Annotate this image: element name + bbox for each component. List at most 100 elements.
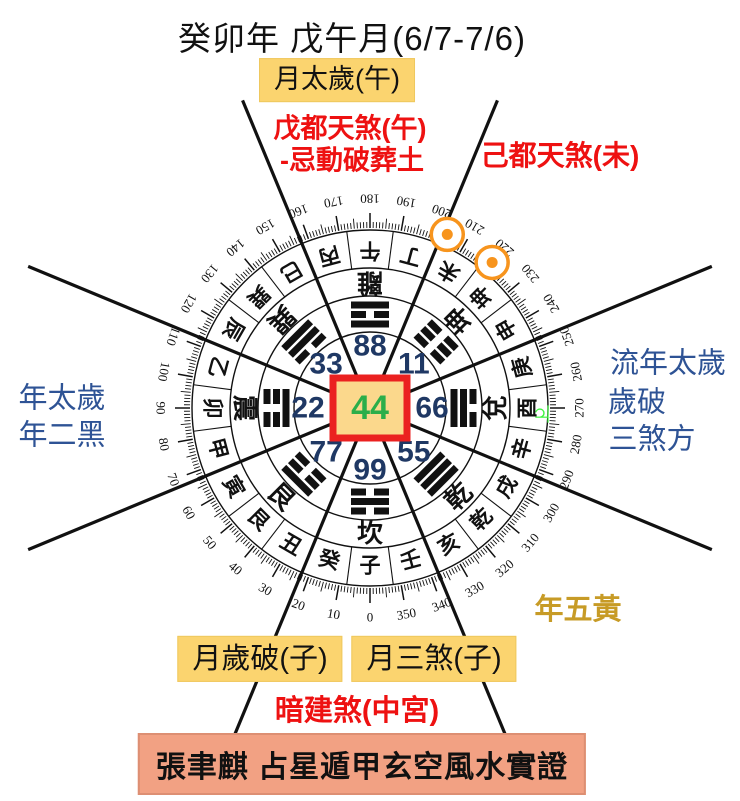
svg-text:160: 160	[287, 201, 310, 222]
svg-text:260: 260	[567, 361, 585, 383]
svg-text:280: 280	[567, 433, 585, 455]
svg-text:180: 180	[360, 192, 380, 207]
svg-text:22: 22	[291, 392, 324, 425]
svg-text:210: 210	[462, 216, 486, 239]
month-taisui-label: 月太歲(午)	[259, 58, 415, 102]
trigram-symbol	[351, 301, 389, 328]
svg-text:坎: 坎	[357, 518, 383, 548]
trigram-symbol	[413, 451, 459, 497]
svg-text:140: 140	[223, 236, 248, 260]
svg-text:250: 250	[556, 325, 577, 348]
sansha-fang-label: 三煞方	[608, 423, 696, 456]
svg-text:240: 240	[540, 291, 563, 315]
author-banner: 張聿麒 占星遁甲玄空風水實證	[137, 733, 587, 795]
svg-text:30: 30	[256, 579, 275, 598]
svg-text:丁: 丁	[398, 242, 424, 270]
svg-text:申: 申	[492, 314, 522, 344]
liunian-taisui-label: 流年太歲	[609, 347, 727, 380]
svg-text:戌: 戌	[492, 472, 522, 502]
svg-text:88: 88	[353, 330, 386, 363]
svg-text:♃: ♃	[529, 395, 555, 433]
svg-text:90: 90	[154, 402, 169, 415]
svg-text:子: 子	[360, 555, 381, 578]
month-sansha-label: 月三煞(子)	[351, 635, 517, 683]
svg-text:巽: 巽	[243, 281, 274, 312]
svg-text:120: 120	[178, 291, 201, 315]
svg-text:80: 80	[156, 437, 173, 452]
svg-text:20: 20	[290, 595, 307, 614]
svg-text:10: 10	[326, 605, 341, 622]
svg-text:66: 66	[415, 392, 448, 425]
svg-text:癸: 癸	[315, 546, 343, 575]
svg-text:丙: 丙	[316, 242, 342, 270]
jupiter-symbol: ♃	[529, 395, 555, 433]
svg-text:辰: 辰	[218, 314, 248, 344]
svg-text:330: 330	[462, 578, 486, 601]
svg-text:40: 40	[226, 558, 246, 578]
svg-text:0: 0	[367, 610, 374, 625]
svg-text:卯: 卯	[201, 398, 224, 419]
svg-text:70: 70	[164, 471, 183, 488]
svg-text:230: 230	[518, 261, 542, 286]
svg-text:乾: 乾	[465, 503, 497, 535]
svg-text:44: 44	[351, 389, 389, 427]
svg-text:320: 320	[492, 556, 517, 580]
svg-text:290: 290	[556, 468, 577, 491]
du-tian-sha-wei-label: 己都天煞(未)	[480, 140, 640, 171]
svg-text:340: 340	[430, 594, 453, 615]
orange-markers	[429, 216, 510, 281]
month-suipo-label: 月歲破(子)	[177, 635, 343, 683]
svg-text:170: 170	[323, 193, 345, 211]
center-palace: 44	[329, 374, 411, 442]
svg-text:坤: 坤	[439, 300, 479, 340]
svg-text:150: 150	[253, 216, 277, 239]
svg-text:100: 100	[155, 361, 173, 383]
svg-text:亥: 亥	[434, 529, 464, 560]
svg-text:130: 130	[198, 261, 222, 286]
svg-text:離: 離	[357, 268, 383, 298]
trigram-symbol	[450, 389, 477, 427]
du-tian-sha-wu-line2: -忌動破葬土	[280, 145, 424, 176]
svg-text:艮: 艮	[243, 504, 275, 536]
page-title: 癸卯年 戊午月(6/7-7/6)	[178, 20, 526, 57]
svg-text:270: 270	[572, 398, 587, 418]
center-square	[329, 374, 411, 442]
svg-text:寅: 寅	[218, 472, 249, 502]
year-five-yellow-label: 年五黃	[534, 594, 622, 626]
hidden-jian-sha-label: 暗建煞(中宮)	[274, 695, 440, 727]
svg-text:60: 60	[179, 503, 198, 522]
svg-text:午: 午	[360, 239, 381, 263]
svg-text:庚: 庚	[508, 354, 537, 380]
svg-text:190: 190	[395, 193, 417, 211]
svg-text:甲: 甲	[204, 436, 232, 462]
svg-text:300: 300	[540, 500, 563, 524]
trigram-symbol	[281, 319, 327, 365]
svg-text:350: 350	[395, 605, 417, 623]
svg-text:310: 310	[518, 530, 542, 555]
trigram-symbol	[413, 319, 459, 365]
svg-text:巳: 巳	[276, 256, 306, 286]
svg-text:50: 50	[200, 533, 220, 553]
svg-text:兌: 兌	[480, 395, 510, 421]
svg-text:110: 110	[163, 325, 184, 348]
suipo-label: 歲破	[607, 386, 667, 419]
svg-text:震: 震	[230, 395, 260, 422]
trigram-symbol	[263, 389, 290, 427]
svg-text:乙: 乙	[204, 354, 232, 380]
svg-text:未: 未	[434, 256, 464, 286]
svg-text:坤: 坤	[466, 281, 497, 312]
year-erhei-label: 年二黑	[18, 419, 106, 452]
svg-text:辛: 辛	[508, 436, 537, 462]
year-taisui-label: 年太歲	[18, 382, 106, 415]
svg-text:酉: 酉	[517, 398, 540, 419]
du-tian-sha-wu-line1: 戊都天煞(午)	[273, 113, 427, 144]
trigram-symbol	[281, 451, 327, 497]
ring-circles	[191, 229, 549, 587]
svg-text:丑: 丑	[276, 530, 306, 560]
trigram-symbol-ring	[263, 301, 477, 515]
trigram-symbol	[351, 488, 389, 515]
